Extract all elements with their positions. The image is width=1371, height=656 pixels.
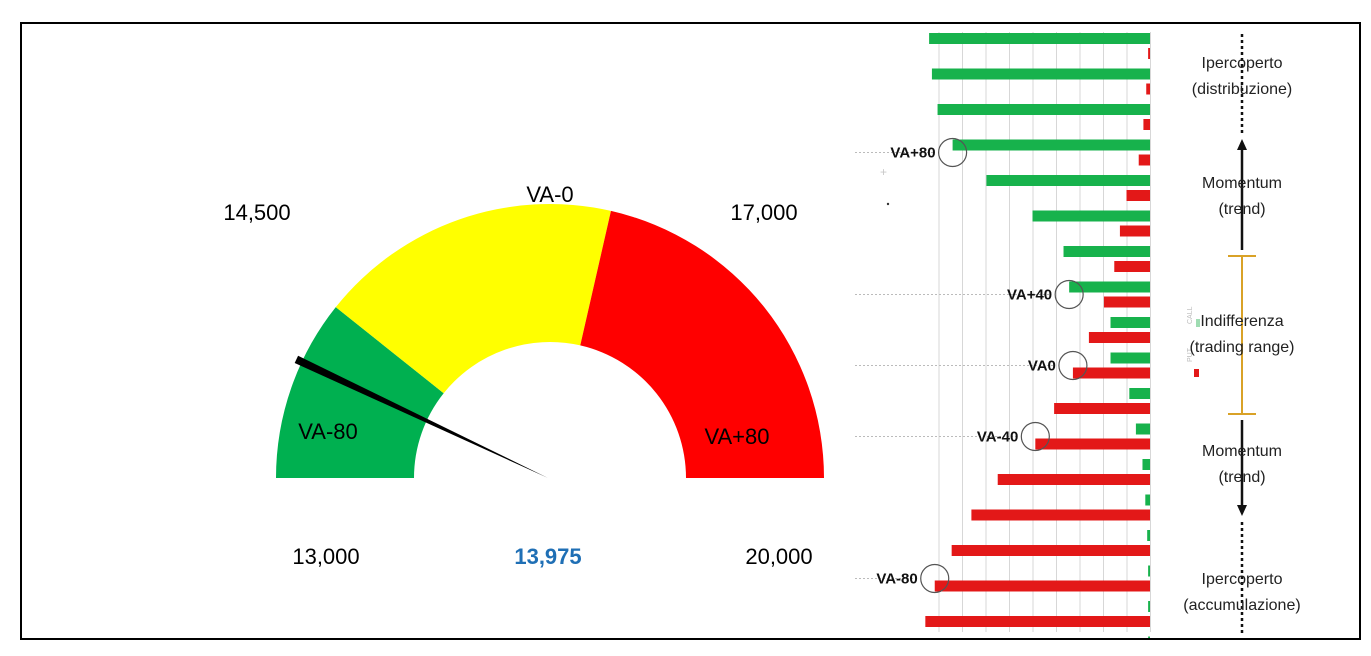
zone-labels: Ipercoperto (distribuzione) Momentum (trend… [1183,55,1300,614]
call-bar [952,139,1150,151]
put-bar [997,474,1150,485]
gauge-band-label-va+80: VA+80 [704,424,769,449]
put-bar [1054,403,1150,414]
open-interest-bar-chart: VA+80 VA+40 VA0 VA-40 VA-80 + CALL PUT [855,32,1200,638]
legend-call-swatch [1196,319,1200,327]
put-bar [971,509,1150,521]
gauge-band-1 [335,204,611,394]
marker-circle [920,563,950,594]
gauge-band-2 [580,210,824,478]
chart-legend: CALL PUT [1187,306,1200,377]
call-bar [986,175,1150,186]
marker-label: VA+40 [1007,287,1052,304]
call-bar [1129,388,1150,399]
gauge-min-label: 13,000 [292,544,359,569]
marker-label: VA-40 [977,429,1018,446]
zone-axis-lines [1228,34,1256,636]
call-bar [1135,423,1150,435]
put-bar [951,545,1150,556]
zone-label-subtitle: (distribuzione) [1192,81,1292,98]
put-bar [1103,296,1150,308]
call-bar [1148,636,1150,638]
call-bar [929,33,1150,44]
put-bar [1143,119,1150,130]
call-bar [1148,565,1150,577]
marker-label: VA-80 [876,571,917,588]
call-bar [1142,459,1150,470]
gauge-bands [276,204,824,478]
zone-label-title: Ipercoperto [1202,571,1283,588]
marker-circle [937,137,968,168]
zone-label-subtitle: (trend) [1218,469,1265,486]
figure-frame: 14,500 VA-0 17,000 VA-80 VA+80 13,000 13… [20,22,1361,640]
gauge-needle [294,355,548,478]
call-bar [1110,352,1150,364]
marker-circle [1020,421,1050,452]
put-bar [1148,48,1150,59]
call-bar [1145,494,1150,506]
put-bar [1035,438,1150,450]
gauge-max-label: 20,000 [745,544,812,569]
marker-label: VA0 [1028,358,1056,375]
gauge-label-va0: VA-0 [526,182,573,207]
bars [925,33,1150,638]
gauge-value: 13,975 [514,544,581,569]
put-bar [1088,332,1150,343]
put-bar [1146,83,1150,95]
cursor-mark: + [880,165,887,179]
gauge-band-0 [276,307,444,478]
market-zone-axis: Ipercoperto (distribuzione) Momentum (trend… [1183,34,1301,636]
marker-circle [1054,279,1084,310]
zone-label-subtitle: (trend) [1218,201,1265,218]
put-bar [1119,225,1150,237]
zone-arrow-down [1237,505,1247,516]
call-bar [1110,317,1150,328]
zone-label-subtitle: (trading range) [1190,339,1295,356]
zone-arrow-up [1237,139,1247,150]
call-bar [1148,601,1150,612]
put-bar [1072,367,1150,379]
stray-dot [886,202,890,206]
call-bar [1063,246,1150,257]
gauge-label-14500: 14,500 [223,200,290,225]
put-bar [1138,154,1150,166]
legend-put-label: PUT [1187,347,1194,362]
call-bar [931,68,1150,80]
gauge-band-label-va-80: VA-80 [298,419,358,444]
call-bar [1147,530,1150,541]
bar-grid [938,32,1151,632]
legend-put-swatch [1194,369,1199,377]
figure-canvas: 14,500 VA-0 17,000 VA-80 VA+80 13,000 13… [223,32,1301,638]
marker-circle [1058,350,1088,381]
zone-label-subtitle: (accumulazione) [1183,597,1300,614]
zone-label-title: Momentum [1202,443,1282,460]
marker-label: VA+80 [890,145,935,162]
zone-label-title: Indifferenza [1200,313,1283,330]
zone-label-title: Ipercoperto [1202,55,1283,72]
put-bar [925,616,1150,627]
legend-call-label: CALL [1187,306,1194,324]
gauge-chart: 14,500 VA-0 17,000 VA-80 VA+80 13,000 13… [223,182,824,569]
put-bar [1114,261,1150,272]
marker-guide-lines [855,152,1055,579]
call-bar [937,104,1150,115]
call-bar [1032,210,1150,222]
call-bar [1069,281,1150,293]
put-bar [934,580,1150,592]
zone-label-title: Momentum [1202,175,1282,192]
gauge-label-17000: 17,000 [730,200,797,225]
level-markers: VA+80 VA+40 VA0 VA-40 VA-80 + [876,137,1088,594]
put-bar [1126,190,1150,201]
